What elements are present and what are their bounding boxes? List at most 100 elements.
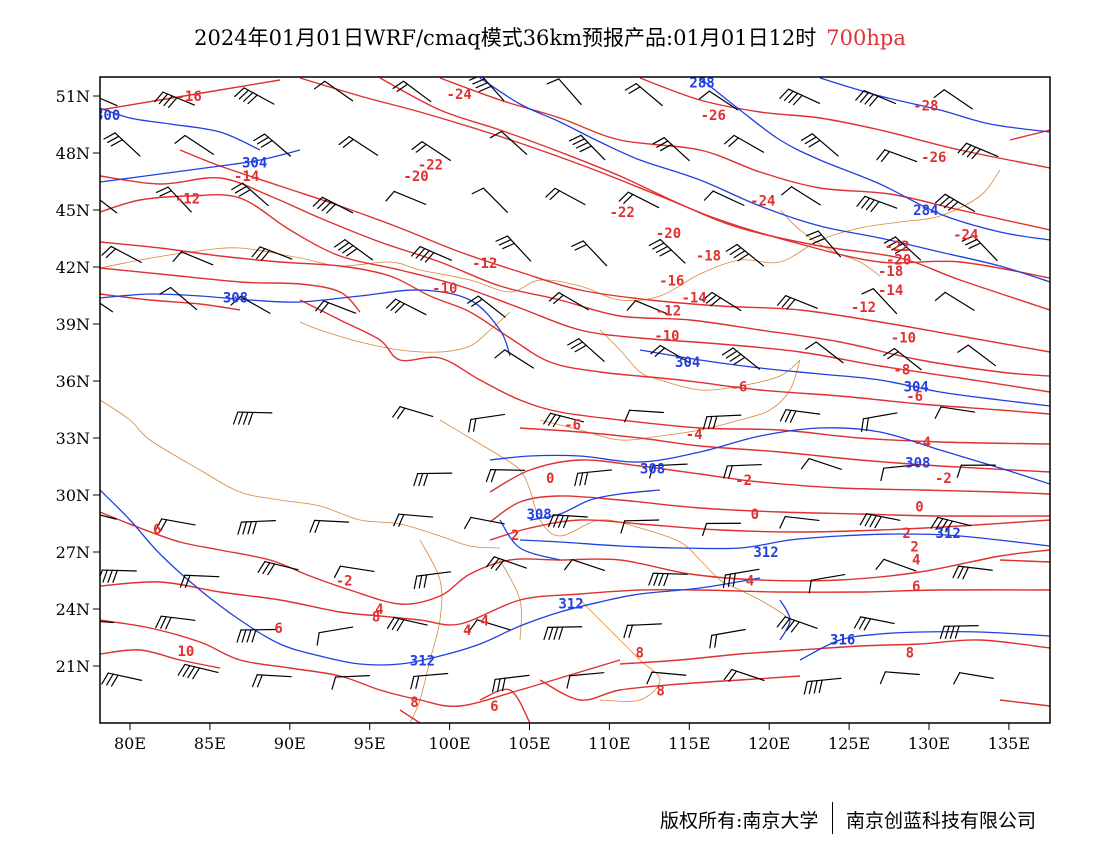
wind-barb xyxy=(485,469,526,483)
temperature-label: 0 xyxy=(751,507,759,523)
wind-barb xyxy=(934,406,976,419)
lon-tick-label: 110E xyxy=(588,734,630,753)
lat-tick-label: 42N xyxy=(56,258,90,277)
temperature-label: 4 xyxy=(481,613,489,629)
lat-tick-label: 45N xyxy=(56,201,90,220)
temperature-contour xyxy=(100,581,1050,626)
temperature-label: 0 xyxy=(546,471,554,487)
wind-barb xyxy=(723,463,762,479)
wind-barb xyxy=(309,519,350,534)
temperature-label: 4 xyxy=(912,553,920,569)
wind-barb xyxy=(646,671,687,685)
wind-barb xyxy=(564,559,606,572)
lon-tick-label: 105E xyxy=(508,734,550,753)
temperature-label: 2 xyxy=(902,526,910,542)
wind-barb xyxy=(808,573,846,594)
temperature-label: 8 xyxy=(906,646,914,662)
temperature-label: 6 xyxy=(912,579,920,595)
temperature-label: -18 xyxy=(878,264,903,280)
lat-tick-label: 48N xyxy=(56,144,90,163)
lon-tick-label: 90E xyxy=(274,734,306,753)
wind-barb xyxy=(155,518,196,532)
lon-tick-label: 100E xyxy=(428,734,470,753)
lon-tick-label: 80E xyxy=(114,734,146,753)
wind-barb xyxy=(952,565,993,580)
wind-barb xyxy=(333,565,375,579)
wind-barb xyxy=(172,251,214,266)
height-label: 312 xyxy=(753,545,778,561)
temperature-label: -22 xyxy=(610,205,635,221)
wind-barb xyxy=(701,522,742,537)
height-contour xyxy=(479,77,1050,283)
wind-barb xyxy=(566,672,605,689)
temperature-label: 4 xyxy=(746,574,754,590)
temperature-contour xyxy=(299,299,1050,445)
temperature-label: 8 xyxy=(636,646,644,662)
temperature-label: -14 xyxy=(234,169,259,185)
wind-barb xyxy=(779,88,821,106)
height-label: 308 xyxy=(905,456,930,472)
admin-border xyxy=(579,599,661,702)
chart-title: 2024年01月01日WRF/cmaq模式36km预报产品:01月01日12时 7… xyxy=(0,22,1100,52)
height-contour xyxy=(499,519,561,561)
temperature-contour xyxy=(100,293,241,311)
lat-tick-label: 36N xyxy=(56,372,90,391)
wind-barb xyxy=(722,568,760,589)
wind-barb xyxy=(491,674,530,693)
temperature-label: 6 xyxy=(274,621,282,637)
wind-barb xyxy=(876,149,918,163)
wind-barb xyxy=(237,520,276,535)
wind-barb xyxy=(230,295,271,314)
temperature-contour xyxy=(489,459,1050,495)
temperature-label: -6 xyxy=(564,418,581,434)
lat-tick-label: 30N xyxy=(56,486,90,505)
wind-barb xyxy=(567,338,605,362)
wind-barb xyxy=(313,80,354,102)
wind-barb xyxy=(251,246,293,261)
wind-barbs xyxy=(100,77,999,695)
height-label: 312 xyxy=(558,596,583,612)
wind-barb xyxy=(568,134,606,161)
temperature-label: -26 xyxy=(921,150,946,166)
wind-barb xyxy=(413,571,452,590)
wind-barb xyxy=(174,134,214,155)
lat-tick-label: 24N xyxy=(56,600,90,619)
wind-barb xyxy=(956,464,996,478)
wind-barb xyxy=(315,300,357,314)
admin-border xyxy=(100,169,1001,302)
wind-barb xyxy=(935,193,976,212)
title-text: 2024年01月01日WRF/cmaq模式36km预报产品:01月01日12时 xyxy=(194,26,817,50)
temperature-label: -12 xyxy=(175,192,200,208)
wind-barb xyxy=(155,186,192,213)
wind-barb xyxy=(100,91,118,107)
lat-tick-label: 27N xyxy=(56,543,90,562)
wind-barb xyxy=(393,513,434,527)
wind-barb xyxy=(883,236,922,261)
lon-tick-label: 85E xyxy=(194,734,226,753)
lon-tick-label: 120E xyxy=(748,734,790,753)
temperature-contour xyxy=(100,649,221,669)
height-contour xyxy=(699,77,1050,241)
wind-barb xyxy=(860,412,898,432)
temperature-label: -4 xyxy=(914,435,931,451)
temperature-label: -24 xyxy=(447,87,472,103)
wind-barb xyxy=(781,186,821,206)
wind-barb xyxy=(859,513,901,529)
wind-barb xyxy=(875,558,917,572)
height-label: 304 xyxy=(904,380,929,396)
wind-barb xyxy=(101,672,143,687)
height-label: 284 xyxy=(913,203,938,219)
wind-barb xyxy=(485,556,527,571)
wind-barb xyxy=(543,412,585,428)
wind-barb xyxy=(650,344,691,364)
wind-barb xyxy=(155,615,196,630)
wind-barb xyxy=(411,141,451,161)
wind-barb xyxy=(779,515,820,529)
wind-barb xyxy=(957,344,996,367)
wind-barb xyxy=(648,238,686,264)
height-label: 308 xyxy=(223,290,248,306)
temperature-contour xyxy=(299,77,1050,279)
temperature-contours xyxy=(100,77,1050,723)
wind-barb xyxy=(545,187,586,206)
wind-barb xyxy=(236,628,276,643)
